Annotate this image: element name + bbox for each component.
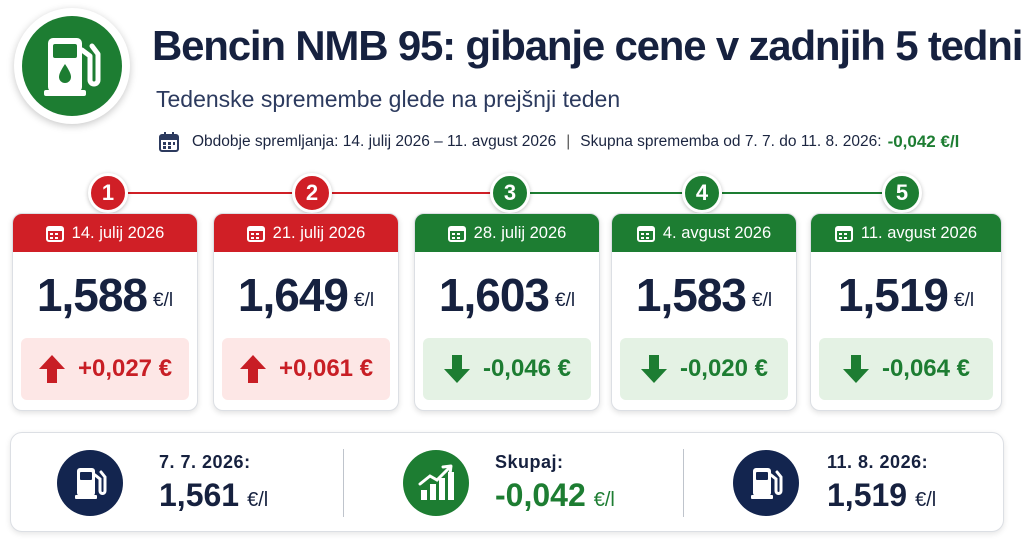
summary-start-unit: €/l bbox=[247, 489, 269, 511]
change-value: -0,064 € bbox=[881, 355, 971, 382]
calendar-icon bbox=[636, 224, 655, 242]
page-title: Bencin NMB 95: gibanje cene v zadnjih 5 … bbox=[152, 22, 1024, 69]
calendar-icon bbox=[834, 224, 853, 242]
weekly-change: -0,046 € bbox=[423, 338, 591, 400]
card-date: 21. julij 2026 bbox=[272, 223, 366, 242]
week-card-3: 28. julij 2026 1,603 €/l -0,046 € bbox=[414, 213, 600, 411]
step-badge-5: 5 bbox=[882, 173, 922, 213]
summary-panel: 7. 7. 2026: 1,561 €/l Skupaj: -0,042 €/l bbox=[10, 432, 1004, 532]
page-subtitle: Tedenske spremembe glede na prejšnji ted… bbox=[156, 86, 621, 112]
calendar-icon bbox=[158, 131, 180, 153]
week-card-1: 14. julij 2026 1,588 €/l +0,027 € bbox=[12, 213, 198, 411]
summary-total: Skupaj: -0,042 €/l bbox=[403, 433, 615, 533]
change-value: +0,027 € bbox=[77, 355, 173, 382]
card-date: 28. julij 2026 bbox=[473, 223, 567, 242]
price-value: 1,583 bbox=[635, 269, 747, 321]
card-date-header: 4. avgust 2026 bbox=[612, 214, 796, 252]
change-value: -0,046 € bbox=[482, 355, 572, 382]
timeline-segment bbox=[128, 192, 304, 194]
summary-total-label: Skupaj: bbox=[495, 452, 564, 472]
summary-start: 7. 7. 2026: 1,561 €/l bbox=[57, 433, 268, 533]
calendar-icon bbox=[447, 224, 466, 242]
fuel-logo bbox=[14, 8, 130, 124]
summary-end-label: 11. 8. 2026: bbox=[827, 452, 929, 472]
price-unit: €/l bbox=[555, 290, 576, 311]
price-value: 1,519 bbox=[837, 269, 949, 321]
price-value: 1,603 bbox=[438, 269, 550, 321]
card-date-header: 14. julij 2026 bbox=[13, 214, 197, 252]
card-date-header: 28. julij 2026 bbox=[415, 214, 599, 252]
calendar-icon bbox=[246, 224, 265, 242]
info-separator: | bbox=[566, 133, 571, 150]
change-value: -0,020 € bbox=[679, 355, 769, 382]
card-price: 1,519 €/l bbox=[811, 252, 1001, 338]
period-label: Obdobje spremljanja: 14. julij 2026 – 11… bbox=[192, 133, 557, 150]
card-price: 1,603 €/l bbox=[415, 252, 599, 338]
summary-total-value: -0,042 bbox=[495, 477, 586, 513]
fuel-pump-icon bbox=[22, 16, 122, 116]
period-info: Obdobje spremljanja: 14. julij 2026 – 11… bbox=[158, 128, 959, 156]
card-date: 14. julij 2026 bbox=[71, 223, 165, 242]
card-date-header: 21. julij 2026 bbox=[214, 214, 398, 252]
weekly-change: +0,061 € bbox=[222, 338, 390, 400]
weekly-change: -0,064 € bbox=[819, 338, 993, 400]
card-price: 1,583 €/l bbox=[612, 252, 796, 338]
price-value: 1,588 bbox=[36, 269, 148, 321]
week-card-4: 4. avgust 2026 1,583 €/l -0,020 € bbox=[611, 213, 797, 411]
summary-divider bbox=[683, 449, 684, 517]
summary-total-unit: €/l bbox=[593, 489, 615, 511]
arrow-up-icon bbox=[38, 354, 66, 384]
step-badge-1: 1 bbox=[88, 173, 128, 213]
summary-end: 11. 8. 2026: 1,519 €/l bbox=[733, 433, 936, 533]
card-date-header: 11. avgust 2026 bbox=[811, 214, 1001, 252]
step-badge-4: 4 bbox=[682, 173, 722, 213]
week-timeline: 1 2 3 4 5 bbox=[0, 170, 1024, 216]
step-badge-3: 3 bbox=[490, 173, 530, 213]
week-card-5: 11. avgust 2026 1,519 €/l -0,064 € bbox=[810, 213, 1002, 411]
weekly-change: -0,020 € bbox=[620, 338, 788, 400]
summary-end-unit: €/l bbox=[915, 489, 937, 511]
week-card-2: 21. julij 2026 1,649 €/l +0,061 € bbox=[213, 213, 399, 411]
price-unit: €/l bbox=[954, 290, 975, 311]
timeline-segment bbox=[330, 192, 496, 194]
timeline-segment bbox=[722, 192, 882, 194]
price-unit: €/l bbox=[153, 290, 174, 311]
fuel-pump-icon bbox=[733, 450, 799, 516]
arrow-down-icon bbox=[640, 354, 668, 384]
arrow-down-icon bbox=[842, 354, 870, 384]
total-change-label: Skupna sprememba od 7. 7. do 11. 8. 2026… bbox=[580, 133, 882, 150]
card-date: 11. avgust 2026 bbox=[860, 223, 978, 242]
arrow-up-icon bbox=[239, 354, 267, 384]
fuel-pump-icon bbox=[57, 450, 123, 516]
summary-start-value: 1,561 bbox=[159, 477, 240, 513]
arrow-down-icon bbox=[443, 354, 471, 384]
summary-start-label: 7. 7. 2026: bbox=[159, 452, 251, 472]
card-price: 1,649 €/l bbox=[214, 252, 398, 338]
step-badge-2: 2 bbox=[292, 173, 332, 213]
price-value: 1,649 bbox=[237, 269, 349, 321]
summary-end-value: 1,519 bbox=[827, 477, 908, 513]
timeline-segment bbox=[530, 192, 684, 194]
card-date: 4. avgust 2026 bbox=[662, 223, 772, 242]
total-change-value: -0,042 €/l bbox=[887, 132, 960, 151]
calendar-icon bbox=[45, 224, 64, 242]
change-value: +0,061 € bbox=[278, 355, 374, 382]
card-price: 1,588 €/l bbox=[13, 252, 197, 338]
price-unit: €/l bbox=[752, 290, 773, 311]
summary-divider bbox=[343, 449, 344, 517]
weekly-change: +0,027 € bbox=[21, 338, 189, 400]
chart-up-icon bbox=[403, 450, 469, 516]
price-unit: €/l bbox=[354, 290, 375, 311]
